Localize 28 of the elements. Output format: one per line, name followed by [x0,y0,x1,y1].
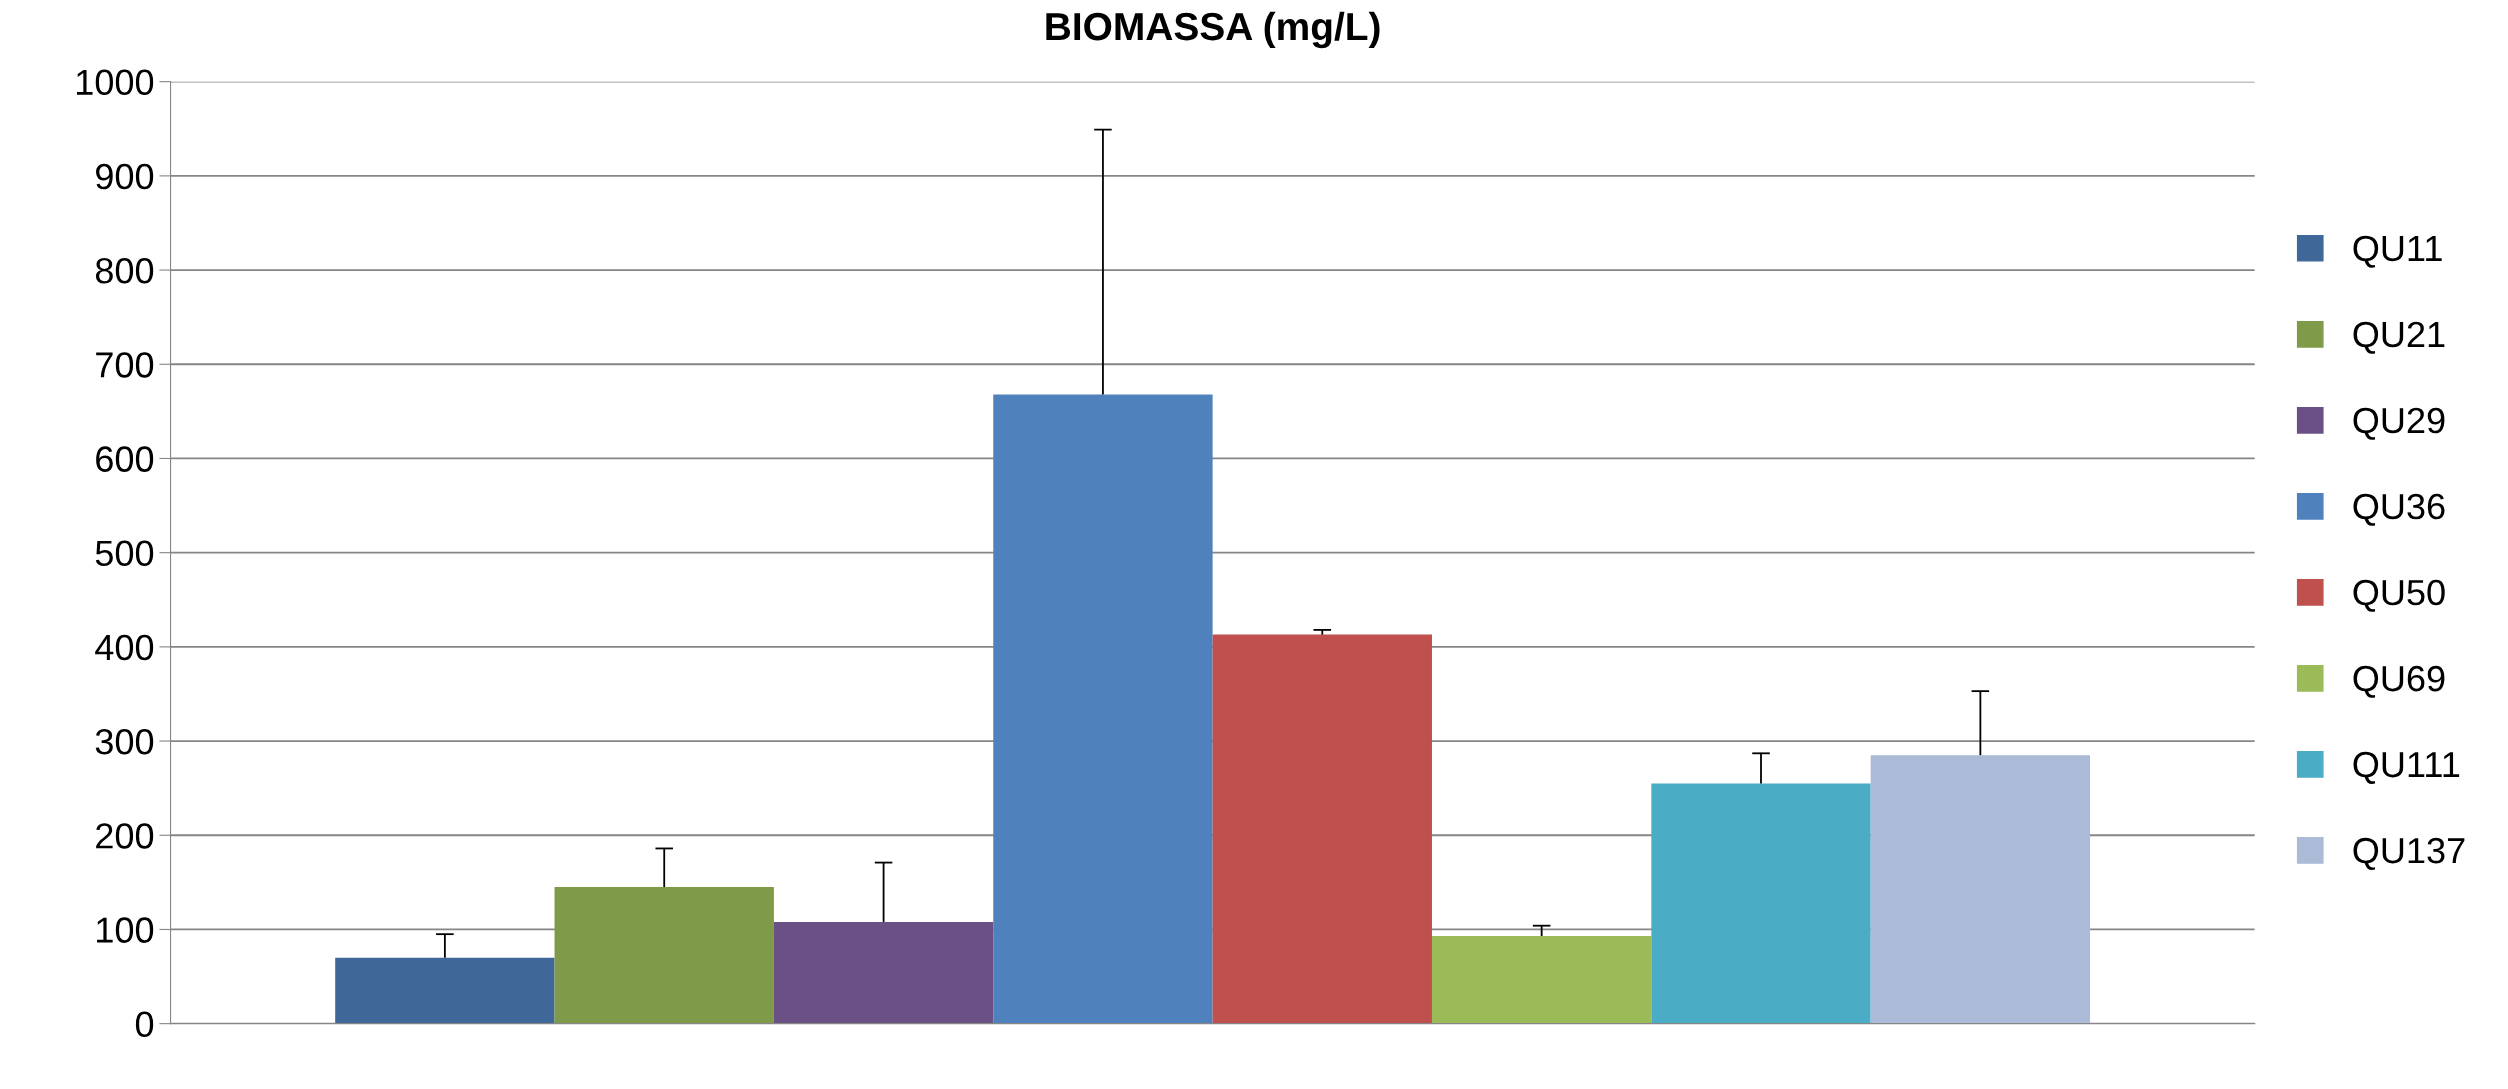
y-tick-label: 900 [96,163,154,190]
legend-label: QU21 [2353,321,2445,354]
bar [1870,755,2091,1024]
bar [993,394,1213,1024]
y-tick-label: 700 [96,352,154,378]
bar [773,921,994,1024]
legend-label: QU50 [2353,579,2445,612]
legend-label: QU11 [2353,235,2442,268]
legend-label: QU36 [2353,493,2445,526]
y-tick-label: 300 [95,728,154,755]
y-tick-label: 800 [95,257,154,284]
y-tick-label: 1000 [77,69,154,96]
y-tick-label: 400 [95,634,154,661]
bar [554,887,774,1024]
bar [335,957,555,1024]
y-tick-label: 100 [97,917,154,943]
legend-label: QU111 [2353,751,2460,784]
bar [1431,936,1652,1024]
bar [1651,783,1871,1024]
legend-label: QU137 [2353,837,2465,870]
bar [1212,634,1432,1024]
y-tick-label: 200 [96,823,154,849]
y-tick-label: 600 [96,446,154,472]
y-tick-label: 500 [95,540,154,567]
y-tick-label: 0 [135,1011,154,1038]
chart-title: BIOMASSA (mg/L) [1046,11,1380,49]
legend-label: QU69 [2353,665,2445,698]
legend-label: QU29 [2353,407,2445,440]
